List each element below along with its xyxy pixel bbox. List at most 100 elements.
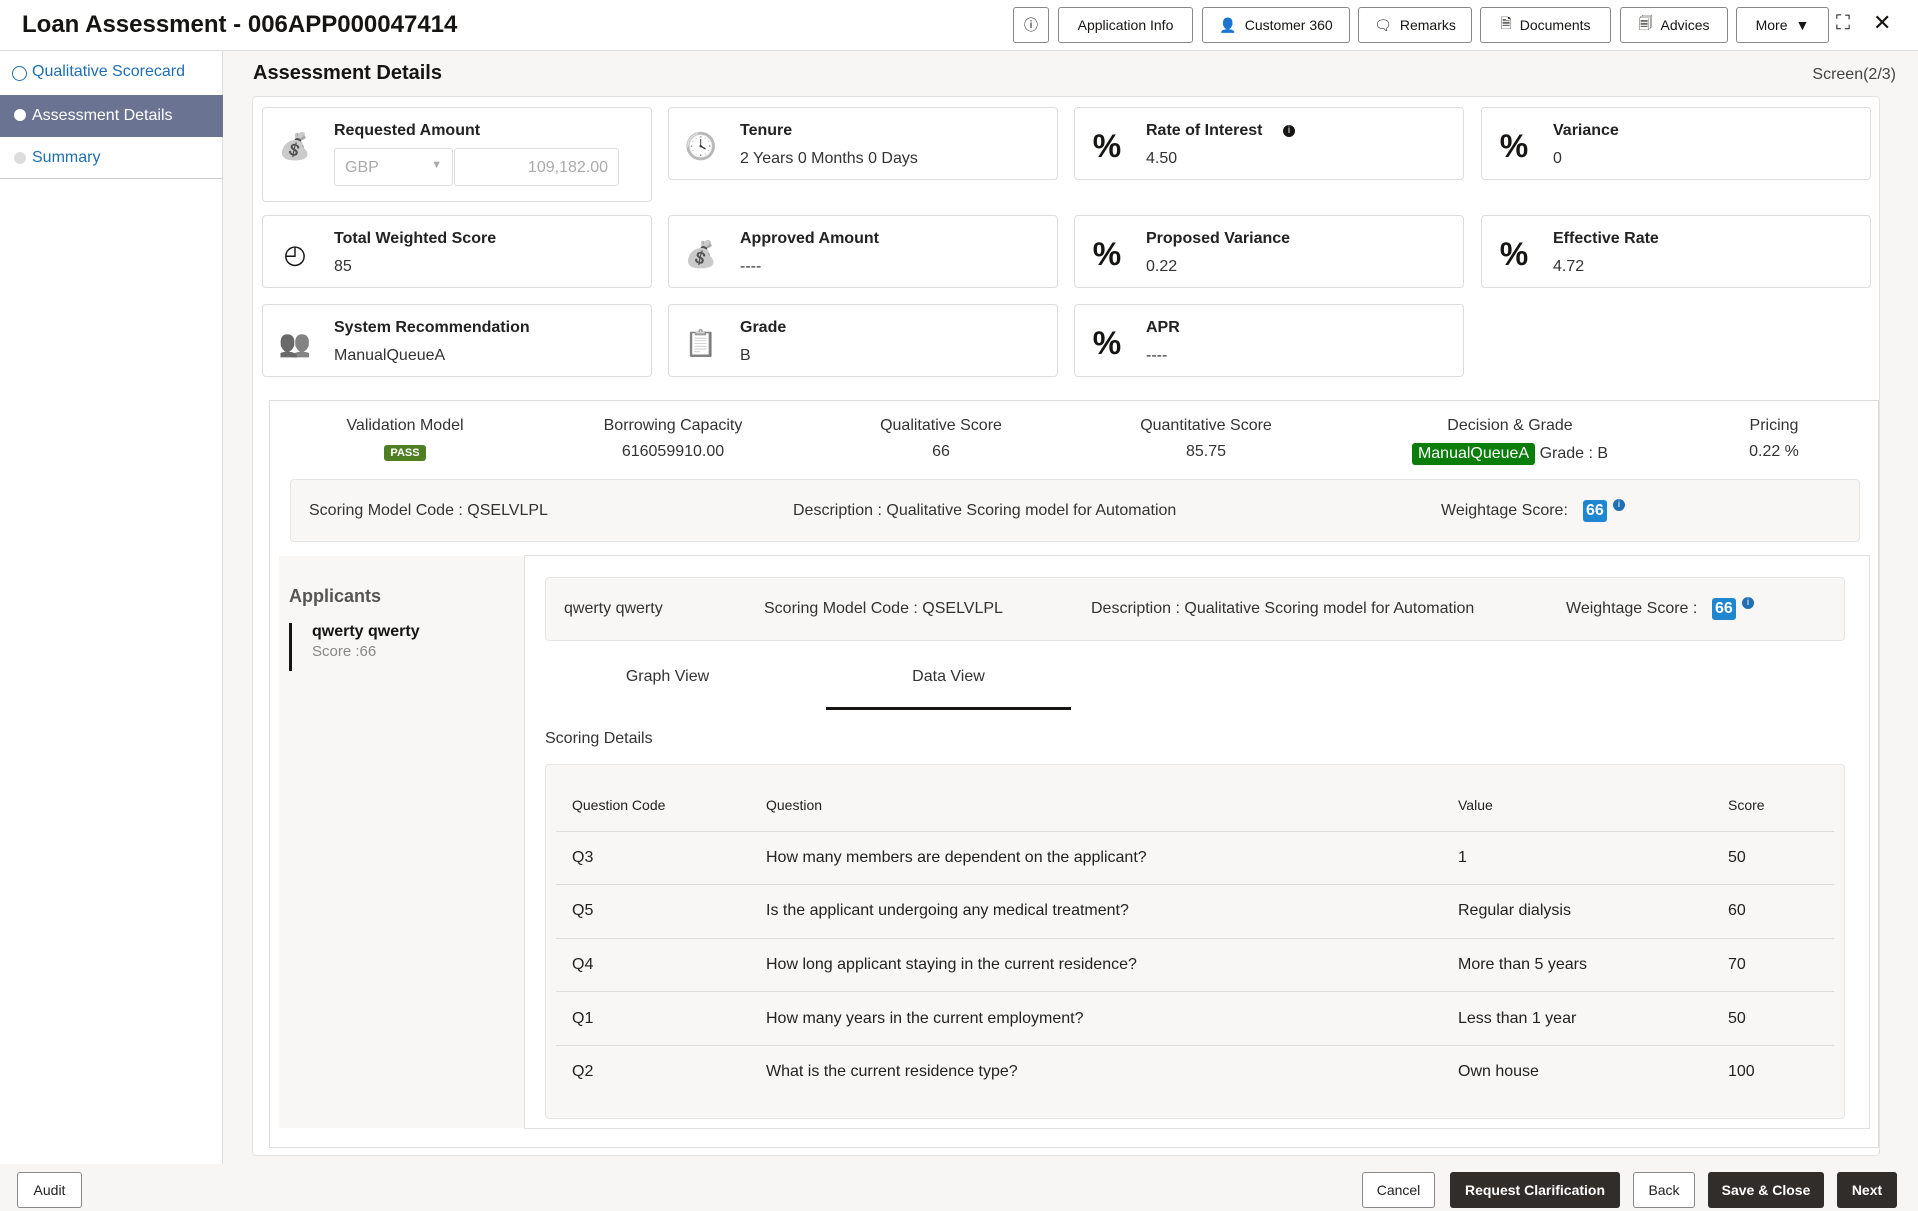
sidebar-item-assessment-details[interactable]: Assessment Details [0, 95, 223, 137]
grade: Grade : B [1539, 445, 1609, 462]
tab-quantitative-score[interactable]: Quantitative Score 85.75 [1086, 417, 1326, 461]
percent-icon: % [1499, 236, 1529, 272]
document-icon: 🗎 [1500, 15, 1512, 31]
tab-qualitative-score[interactable]: Qualitative Score 66 [821, 417, 1061, 483]
back-button[interactable]: Back [1633, 1172, 1695, 1208]
label: Qualitative Score [880, 417, 1002, 434]
info-icon[interactable]: i [1742, 597, 1754, 609]
sidebar-item-summary[interactable]: Summary [0, 137, 223, 179]
pass-badge: PASS [384, 445, 426, 461]
advices-button[interactable]: 🗐 Advices [1620, 7, 1728, 43]
page-header-title: Loan Assessment - 006APP000047414 [22, 11, 458, 38]
card-apr: % APR ---- [1074, 304, 1464, 377]
caret-down-icon: ▼ [1795, 17, 1810, 33]
card-value: ---- [1146, 347, 1168, 364]
table-row: Q4 How long applicant staying in the curr… [556, 937, 1834, 992]
tab-pricing[interactable]: Pricing 0.22 % [1654, 417, 1894, 461]
value: 616059910.00 [621, 443, 725, 460]
cell-score: 50 [1728, 991, 1834, 1046]
remarks-button[interactable]: 🗨 Remarks [1358, 7, 1472, 43]
percent-icon: % [1092, 236, 1122, 272]
sidebar-item-qualitative-scorecard[interactable]: Qualitative Scorecard [0, 51, 223, 93]
card-label: Variance [1553, 122, 1619, 139]
next-button[interactable]: Next [1837, 1172, 1897, 1208]
card-tenure: 🕓 Tenure 2 Years 0 Months 0 Days [668, 107, 1058, 180]
sidebar: Qualitative Scorecard Assessment Details… [0, 51, 223, 1164]
gauge-icon: ◴ [283, 239, 307, 269]
tab-graph-view[interactable]: Graph View [625, 668, 710, 685]
card-approved-amount: 💰 Approved Amount ---- [668, 215, 1058, 288]
label: More [1755, 17, 1788, 33]
screen-indicator: Screen(2/3) [1812, 66, 1896, 83]
table-row: Q5 Is the applicant undergoing any medica… [556, 884, 1834, 939]
card-grade: 📋 Grade B [668, 304, 1058, 377]
card-proposed-variance: % Proposed Variance 0.22 [1074, 215, 1464, 288]
step-dot-icon [14, 152, 26, 164]
applicants-panel: Applicants qwerty qwerty Score :66 [279, 556, 524, 1128]
cell-value: Own house [1458, 1044, 1728, 1099]
more-button[interactable]: More ▼ [1736, 7, 1829, 43]
label: Application Info [1077, 17, 1174, 33]
tab-data-view[interactable]: Data View [826, 668, 1071, 710]
header: Loan Assessment - 006APP000047414 ⓘ Appl… [0, 0, 1918, 51]
minimize-icon[interactable]: ⛶ [1836, 12, 1850, 34]
column-question[interactable]: Question [766, 796, 823, 813]
cell-score: 50 [1728, 830, 1834, 885]
cell-code: Q1 [556, 991, 766, 1046]
close-icon[interactable]: ✕ [1873, 10, 1892, 35]
label: Qualitative Scorecard [32, 63, 185, 80]
decision-badge: ManualQueueA [1411, 443, 1536, 465]
description: Description : Qualitative Scoring model … [1091, 600, 1475, 617]
column-question-code[interactable]: Question Code [572, 796, 666, 813]
currency-select[interactable]: GBP ▼ [334, 148, 453, 186]
clock-icon: 🕓 [684, 131, 718, 161]
page-title: Assessment Details [253, 62, 442, 84]
info-button[interactable]: ⓘ [1013, 7, 1049, 43]
table-row: Q3 How many members are dependent on the … [556, 830, 1834, 885]
column-score[interactable]: Score [1728, 796, 1765, 813]
cell-value: 1 [1458, 830, 1728, 885]
application-info-button[interactable]: Application Info [1058, 7, 1193, 43]
caret-down-icon: ▼ [431, 159, 442, 171]
column-value[interactable]: Value [1458, 796, 1493, 813]
cell-question: How many members are dependent on the ap… [766, 830, 1458, 885]
cell-value: Less than 1 year [1458, 991, 1728, 1046]
tab-validation-model[interactable]: Validation Model PASS [285, 417, 525, 461]
value: 66 [932, 443, 950, 460]
cell-code: Q4 [556, 937, 766, 992]
scoring-model-code: Scoring Model Code : QSELVLPL [764, 600, 1003, 617]
applicant-item[interactable]: qwerty qwerty Score :66 [289, 623, 420, 671]
card-value: 4.72 [1553, 258, 1585, 275]
cell-code: Q2 [556, 1044, 766, 1099]
tab-borrowing-capacity[interactable]: Borrowing Capacity 616059910.00 [553, 417, 793, 461]
tab-decision-grade[interactable]: Decision & Grade ManualQueueA Grade : B [1390, 417, 1630, 465]
table-row: Q1 How many years in the current employme… [556, 991, 1834, 1046]
audit-button[interactable]: Audit [17, 1172, 82, 1208]
info-icon[interactable]: i [1283, 125, 1295, 137]
scoring-details-table-wrapper: Question Code Question Value Score Q3 How… [545, 764, 1845, 1119]
label: Validation Model [346, 417, 464, 434]
info-icon: ⓘ [1024, 17, 1038, 33]
documents-button[interactable]: 🗎 Documents [1480, 7, 1611, 43]
percent-icon: % [1092, 325, 1122, 361]
description: Description : Qualitative Scoring model … [793, 501, 1177, 519]
cancel-button[interactable]: Cancel [1362, 1172, 1435, 1208]
assessment-summary: Validation Model PASS Borrowing Capacity 6… [269, 400, 1879, 1148]
info-icon[interactable]: i [1613, 498, 1625, 511]
customer-360-button[interactable]: 👤 Customer 360 [1202, 7, 1350, 43]
cell-score: 70 [1728, 937, 1834, 992]
weightage-label: Weightage Score : [1566, 600, 1698, 617]
applicant-scoring-bar: qwerty qwerty Scoring Model Code : QSELV… [545, 577, 1845, 641]
request-clarification-button[interactable]: Request Clarification [1450, 1172, 1620, 1208]
amount-input[interactable]: 109,182.00 [454, 148, 619, 186]
applicants-title: Applicants [289, 586, 382, 606]
applicant-name: qwerty qwerty [312, 623, 420, 640]
label: Advices [1660, 17, 1710, 33]
card-total-weighted-score: ◴ Total Weighted Score 85 [262, 215, 652, 288]
value: 85.75 [1185, 443, 1227, 460]
table-row: Q2 What is the current residence type? Own… [556, 1044, 1834, 1099]
save-close-button[interactable]: Save & Close [1708, 1172, 1824, 1208]
label: Quantitative Score [1140, 417, 1272, 434]
card-label: Approved Amount [740, 230, 879, 247]
card-label: APR [1146, 319, 1180, 336]
